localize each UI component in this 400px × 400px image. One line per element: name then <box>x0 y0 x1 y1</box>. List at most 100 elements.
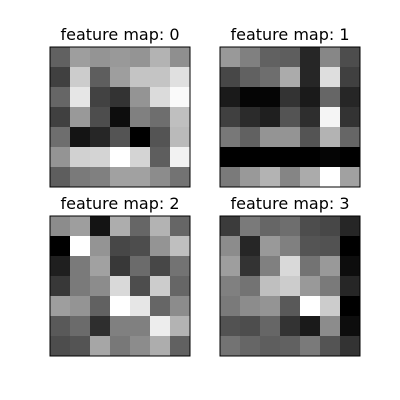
heatmap-cell <box>50 276 71 297</box>
panel-title-2: feature map: 2 <box>60 194 179 213</box>
heatmap-cell <box>170 236 191 257</box>
heatmap-cell <box>220 316 241 337</box>
heatmap-cell <box>220 67 241 88</box>
heatmap-cell <box>340 336 361 357</box>
heatmap-cell <box>170 107 191 128</box>
heatmap-cell <box>130 47 151 68</box>
heatmap-cell <box>170 256 191 277</box>
heatmap-cell <box>300 67 321 88</box>
heatmap-cell <box>70 67 91 88</box>
heatmap-cell <box>110 336 131 357</box>
heatmap-cell <box>70 107 91 128</box>
heatmap-cell <box>320 147 341 168</box>
heatmap-cell <box>220 87 241 108</box>
heatmap-cell <box>170 87 191 108</box>
heatmap-cell <box>220 167 241 188</box>
heatmap-cell <box>340 167 361 188</box>
heatmap-cell <box>320 316 341 337</box>
heatmap-cell <box>150 47 171 68</box>
heatmap-cell <box>260 147 281 168</box>
heatmap-cell <box>170 276 191 297</box>
heatmap-cell <box>220 336 241 357</box>
heatmap-cell <box>280 256 301 277</box>
heatmap-cell <box>170 336 191 357</box>
heatmap-cell <box>130 256 151 277</box>
heatmap-cell <box>340 276 361 297</box>
heatmap-cell <box>170 147 191 168</box>
heatmap-cell <box>300 236 321 257</box>
heatmap-panel-3: feature map: 3 <box>219 194 361 357</box>
heatmap-cell <box>150 336 171 357</box>
heatmap-cell <box>260 107 281 128</box>
heatmap-cell <box>260 167 281 188</box>
heatmap-cell <box>240 167 261 188</box>
heatmap-cell <box>70 47 91 68</box>
heatmap-cell <box>130 127 151 148</box>
heatmap-cell <box>280 296 301 317</box>
heatmap-cell <box>70 276 91 297</box>
heatmap-cell <box>110 47 131 68</box>
heatmap-cell <box>130 67 151 88</box>
heatmap-cell <box>50 336 71 357</box>
heatmap-cell <box>150 107 171 128</box>
heatmap-cell <box>170 167 191 188</box>
heatmap-cell <box>320 167 341 188</box>
heatmap-cell <box>300 216 321 237</box>
heatmap-cell <box>340 87 361 108</box>
heatmap-cell <box>240 236 261 257</box>
heatmap-cell <box>110 107 131 128</box>
heatmap-cell <box>300 127 321 148</box>
heatmap-cell <box>240 336 261 357</box>
heatmap-panel-2: feature map: 2 <box>49 194 191 357</box>
heatmap-cell <box>170 67 191 88</box>
heatmap-cell <box>70 296 91 317</box>
panel-frame-1 <box>219 46 361 188</box>
heatmap-cell <box>50 296 71 317</box>
heatmap-cell <box>240 296 261 317</box>
heatmap-cell <box>260 67 281 88</box>
heatmap-cell <box>320 256 341 277</box>
heatmap-cell <box>90 107 111 128</box>
heatmap-cell <box>300 87 321 108</box>
heatmap-cell <box>240 67 261 88</box>
heatmap-cell <box>280 127 301 148</box>
panel-frame-3 <box>219 215 361 357</box>
heatmap-cell <box>130 147 151 168</box>
heatmap-cell <box>50 216 71 237</box>
heatmap-cell <box>220 47 241 68</box>
heatmap-cell <box>150 87 171 108</box>
heatmap-cell <box>320 236 341 257</box>
heatmap-cell <box>220 216 241 237</box>
heatmap-cell <box>300 147 321 168</box>
heatmap-cell <box>300 47 321 68</box>
heatmap-cell <box>340 147 361 168</box>
heatmap-cell <box>280 87 301 108</box>
heatmap-cell <box>170 216 191 237</box>
heatmap-cell <box>50 127 71 148</box>
heatmap-cell <box>340 316 361 337</box>
heatmap-cell <box>320 127 341 148</box>
heatmap-cell <box>240 47 261 68</box>
heatmap-cell <box>90 147 111 168</box>
heatmap-cell <box>110 127 131 148</box>
heatmap-cell <box>320 47 341 68</box>
heatmap-cell <box>130 296 151 317</box>
heatmap-cell <box>300 296 321 317</box>
heatmap-cell <box>130 276 151 297</box>
heatmap-cell <box>90 127 111 148</box>
heatmap-cell <box>90 87 111 108</box>
heatmap-cell <box>110 216 131 237</box>
heatmap-cell <box>130 167 151 188</box>
heatmap-cell <box>240 256 261 277</box>
heatmap-cells-1 <box>220 47 361 188</box>
heatmap-cell <box>90 216 111 237</box>
heatmap-cell <box>70 256 91 277</box>
panel-frame-0 <box>49 46 191 188</box>
heatmap-cell <box>150 127 171 148</box>
heatmap-cell <box>110 167 131 188</box>
heatmap-cell <box>130 236 151 257</box>
heatmap-cell <box>240 216 261 237</box>
heatmap-cell <box>150 147 171 168</box>
panel-frame-2 <box>49 215 191 357</box>
